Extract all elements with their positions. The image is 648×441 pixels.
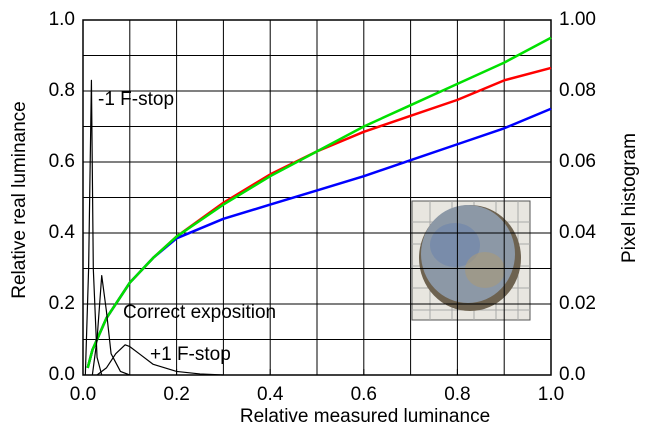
- y-tick-label: 0.0: [49, 364, 75, 385]
- y-tick-label: 1.0: [49, 9, 75, 30]
- plot-frame: [82, 19, 552, 376]
- curve: [86, 36, 552, 369]
- x-tick-label: 1.0: [538, 384, 564, 405]
- y2-tick-label: 0.0: [559, 364, 585, 385]
- y2-tick-label: 1.00: [559, 9, 596, 30]
- y2-tick-label: 0.08: [559, 80, 596, 101]
- histogram-line: [84, 79, 103, 376]
- inset-photo: [411, 200, 531, 321]
- y2-tick-label: 0.04: [559, 222, 596, 243]
- histogram-line: [91, 275, 131, 376]
- y2-tick-label: 0.02: [559, 293, 596, 314]
- x-tick-label: 0.2: [163, 384, 189, 405]
- annotation: Correct exposition: [123, 302, 276, 323]
- histogram-line: [96, 344, 224, 376]
- y-tick-label: 0.4: [49, 222, 76, 243]
- y2-tick-label: 0.06: [559, 151, 596, 172]
- x-axis-title: Relative measured luminance: [240, 406, 490, 427]
- y-tick-label: 0.2: [49, 293, 75, 314]
- x-tick-label: 0.6: [351, 384, 377, 405]
- y2-axis-title: Pixel histogram: [619, 133, 640, 263]
- annotation: -1 F-stop: [98, 89, 174, 110]
- x-tick-label: 0.0: [70, 384, 96, 405]
- y-tick-label: 0.8: [49, 80, 75, 101]
- y-tick-label: 0.6: [49, 151, 75, 172]
- x-tick-label: 0.4: [257, 384, 284, 405]
- annotation: +1 F-stop: [150, 344, 231, 365]
- x-tick-label: 0.8: [444, 384, 470, 405]
- y-axis-title: Relative real luminance: [9, 101, 30, 299]
